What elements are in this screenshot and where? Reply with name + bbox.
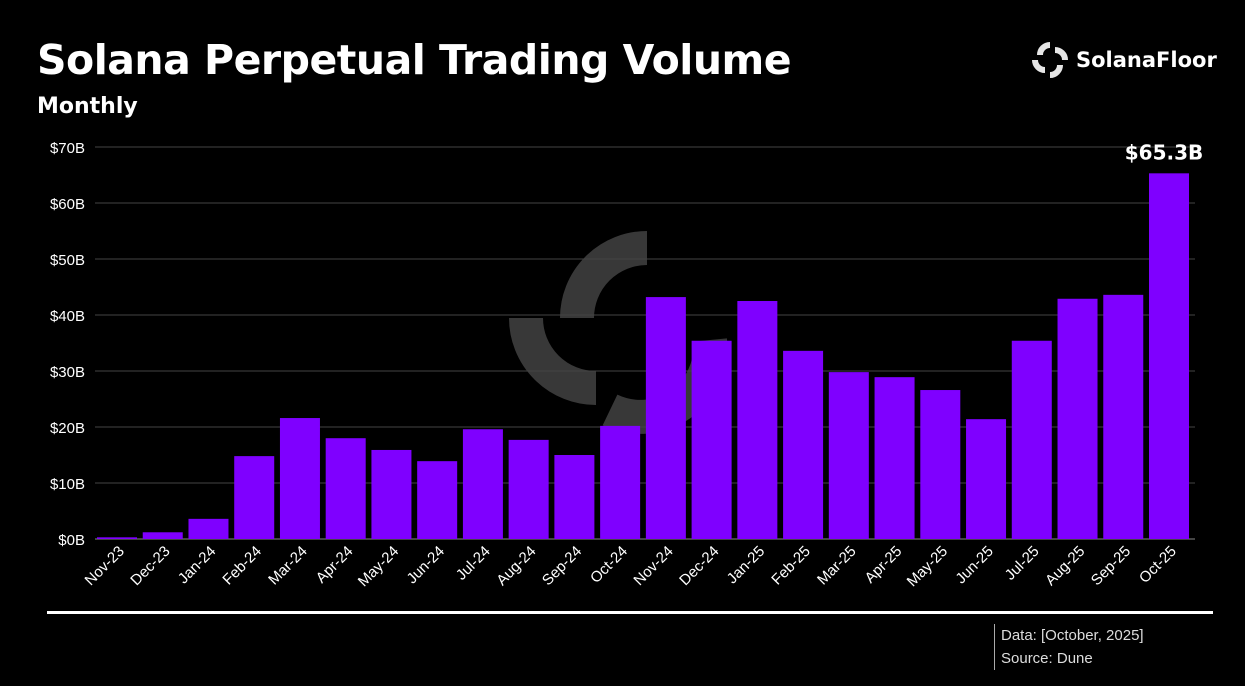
y-tick-label: $50B xyxy=(50,252,85,269)
x-tick-label: Oct-24 xyxy=(587,543,631,587)
source-note: Data: [October, 2025] Source: Dune xyxy=(994,624,1144,670)
y-tick-label: $60B xyxy=(50,196,85,213)
x-tick-label: May-24 xyxy=(355,543,402,590)
bar-Mar-24 xyxy=(279,418,320,539)
y-tick-label: $10B xyxy=(50,476,85,493)
x-tick-label: Feb-25 xyxy=(768,543,814,589)
bar-Jun-24 xyxy=(417,461,458,539)
x-tick-label: Dec-23 xyxy=(127,543,173,589)
bar-Nov-24 xyxy=(645,297,686,539)
x-tick-label: Aug-25 xyxy=(1042,543,1088,589)
bar-Jan-24 xyxy=(188,518,229,539)
x-tick-label: Jul-24 xyxy=(453,543,494,584)
x-tick-label: Apr-24 xyxy=(313,543,357,587)
bar-Sep-25 xyxy=(1103,294,1144,539)
x-tick-label: Jan-25 xyxy=(724,543,768,587)
logo-text: SolanaFloor xyxy=(1076,48,1217,72)
x-tick-label: Nov-24 xyxy=(630,543,676,589)
bar-Oct-25 xyxy=(1149,173,1189,539)
bar-Feb-24 xyxy=(234,456,275,539)
x-tick-label: May-25 xyxy=(904,543,951,590)
y-tick-label: $20B xyxy=(50,420,85,437)
logo-icon xyxy=(1032,42,1068,78)
x-tick-label: Jun-24 xyxy=(404,543,448,587)
bar-Apr-25 xyxy=(874,377,915,539)
x-tick-label: Nov-23 xyxy=(82,543,128,589)
bar-Aug-25 xyxy=(1057,298,1098,539)
data-label: $65.3B xyxy=(1125,140,1204,164)
bar-Feb-25 xyxy=(783,350,824,539)
bar-Sep-24 xyxy=(554,455,595,539)
x-tick-label: Aug-24 xyxy=(493,543,539,589)
y-tick-label: $30B xyxy=(50,364,85,381)
x-tick-label: Jun-25 xyxy=(952,543,996,587)
bar-Apr-24 xyxy=(325,438,366,539)
bar-Dec-24 xyxy=(691,340,732,539)
bar-Jul-24 xyxy=(462,429,503,539)
y-tick-label: $70B xyxy=(50,140,85,157)
bar-Mar-25 xyxy=(828,372,869,539)
x-tick-label: Sep-24 xyxy=(539,543,585,589)
chart-title: Solana Perpetual Trading Volume xyxy=(37,36,792,84)
data-date: Data: [October, 2025] xyxy=(1001,627,1144,644)
y-tick-label: $0B xyxy=(58,532,85,549)
x-tick-label: Sep-25 xyxy=(1088,543,1134,589)
bar-Jul-25 xyxy=(1011,340,1052,539)
bar-May-25 xyxy=(920,390,961,539)
x-tick-label: Feb-24 xyxy=(219,543,265,589)
bar-Jan-25 xyxy=(737,301,778,539)
bar-Aug-24 xyxy=(508,439,549,539)
x-tick-label: Apr-25 xyxy=(862,543,906,587)
footer-divider xyxy=(47,611,1213,614)
x-tick-label: Mar-24 xyxy=(265,543,311,589)
y-tick-label: $40B xyxy=(50,308,85,325)
bar-Oct-24 xyxy=(600,425,641,539)
bar-Nov-23 xyxy=(97,537,137,539)
x-tick-label: Dec-24 xyxy=(676,543,722,589)
x-tick-label: Jul-25 xyxy=(1002,543,1043,584)
solanafloor-logo: SolanaFloor xyxy=(1030,40,1217,80)
chart-subtitle: Monthly xyxy=(37,94,138,119)
bar-May-24 xyxy=(371,449,412,539)
bar-Dec-23 xyxy=(142,532,183,539)
bar-Jun-25 xyxy=(966,419,1007,539)
x-tick-label: Oct-25 xyxy=(1136,543,1180,587)
x-tick-label: Mar-25 xyxy=(814,543,860,589)
data-source: Source: Dune xyxy=(1001,650,1093,667)
x-tick-label: Jan-24 xyxy=(175,543,219,587)
